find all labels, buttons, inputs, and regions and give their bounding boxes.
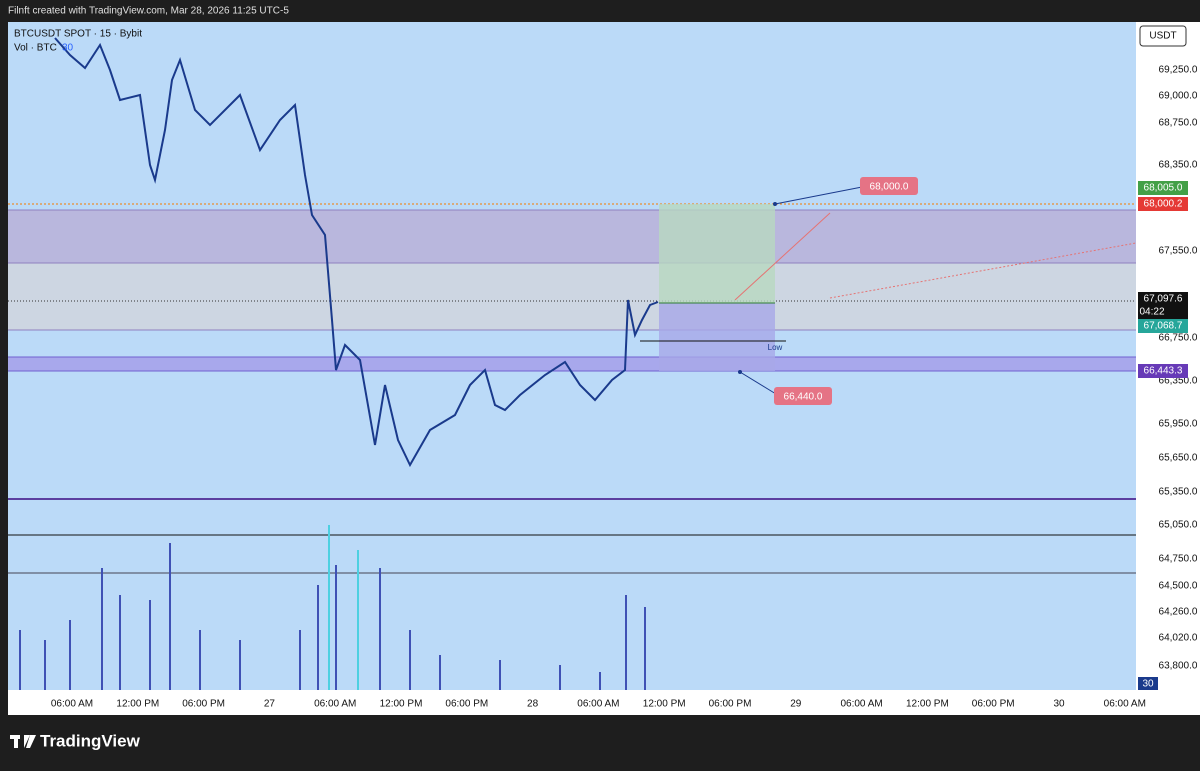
volume-badge: [1138, 677, 1158, 690]
time-label: 28: [527, 699, 539, 710]
price-badge-text: 68,005.0: [1144, 183, 1183, 194]
time-label: 06:00 AM: [840, 699, 882, 710]
price-badge-text: 68,000.2: [1144, 199, 1183, 210]
annotation-dot: [773, 202, 777, 206]
price-badge-text: 67,097.6: [1144, 294, 1183, 305]
time-label: 06:00 AM: [1104, 699, 1146, 710]
time-label: 30: [1053, 699, 1065, 710]
badges: 68,005.0 68,000.2 67,097.6 04:22 67,068.7 66,…: [1138, 181, 1188, 690]
time-label: 12:00 PM: [643, 699, 686, 710]
time-label: 06:00 PM: [445, 699, 488, 710]
stop-loss-label: 66,440.0: [784, 392, 823, 403]
legend-symbol: BTCUSDT SPOT · 15 · Bybit: [14, 29, 142, 40]
price-label: 64,260.0: [1159, 607, 1198, 618]
annotation-box: [860, 177, 918, 195]
time-label: 06:00 PM: [972, 699, 1015, 710]
time-label: 12:00 PM: [906, 699, 949, 710]
time-labels: 06:00 AM 12:00 PM 06:00 PM 27 06:00 AM 12:00 …: [51, 699, 1146, 710]
price-label: 65,650.0: [1159, 453, 1198, 464]
price-label: 66,750.0: [1159, 333, 1198, 344]
time-label: 12:00 PM: [380, 699, 423, 710]
price-labels: 69,250.0 69,000.0 68,750.0 68,350.0 67,550.0…: [1159, 65, 1198, 672]
demand-zone: [8, 357, 1136, 371]
price-badge-text: 66,443.3: [1144, 366, 1183, 377]
time-label: 06:00 PM: [709, 699, 752, 710]
price-badge: [1138, 364, 1188, 378]
price-label: 66,350.0: [1159, 376, 1198, 387]
price-label: 64,750.0: [1159, 554, 1198, 565]
footer-brand: TradingView: [40, 731, 141, 750]
supply-zone: [8, 210, 1136, 263]
time-label: 06:00 AM: [314, 699, 356, 710]
time-label: 06:00 PM: [182, 699, 225, 710]
countdown: 04:22: [1139, 307, 1164, 318]
profit-box: [659, 204, 775, 303]
annotation-pointer: [739, 371, 777, 395]
legend-volume-value: 30: [62, 43, 74, 54]
price-label: 69,000.0: [1159, 91, 1198, 102]
footer-logo: [10, 735, 36, 748]
loss-box: [659, 303, 775, 371]
price-label: 65,050.0: [1159, 520, 1198, 531]
price-label: 63,800.0: [1159, 661, 1198, 672]
header-title: Filnft created with TradingView.com, Mar…: [8, 6, 289, 17]
take-profit-label: 68,000.0: [870, 182, 909, 193]
time-label: 27: [264, 699, 276, 710]
price-label: 64,500.0: [1159, 581, 1198, 592]
price-label: 65,950.0: [1159, 419, 1198, 430]
chart-pane: [8, 22, 1136, 690]
currency-button[interactable]: [1139, 25, 1187, 47]
price-badge: [1138, 197, 1188, 211]
price-badge: [1138, 292, 1188, 319]
currency[interactable]: USDT: [1149, 31, 1176, 42]
price-badge: [1138, 319, 1188, 333]
low-label: Low: [768, 343, 783, 352]
annotation-box: [774, 387, 832, 405]
time-label: 06:00 AM: [577, 699, 619, 710]
time-axis: [8, 690, 1136, 715]
time-label: 12:00 PM: [116, 699, 159, 710]
time-label: 06:00 AM: [51, 699, 93, 710]
price-badge: [1138, 181, 1188, 195]
annotation-pointer: [774, 186, 863, 205]
price-badge-text: 67,068.7: [1144, 321, 1183, 332]
volume-bars: [19, 525, 646, 690]
annotation-dot: [738, 370, 742, 374]
projection: [734, 212, 831, 301]
price-label: 68,750.0: [1159, 118, 1198, 129]
time-label: 29: [790, 699, 802, 710]
price-label: 65,350.0: [1159, 487, 1198, 498]
price-label: 68,350.0: [1159, 160, 1198, 171]
price-label: 67,550.0: [1159, 246, 1198, 257]
price-label: 64,020.0: [1159, 633, 1198, 644]
price-label: 69,250.0: [1159, 65, 1198, 76]
legend-volume: Vol · BTC: [14, 43, 57, 54]
range-zone: [8, 263, 1136, 330]
price-line: [54, 37, 659, 468]
volume-badge-text: 30: [1142, 679, 1154, 690]
